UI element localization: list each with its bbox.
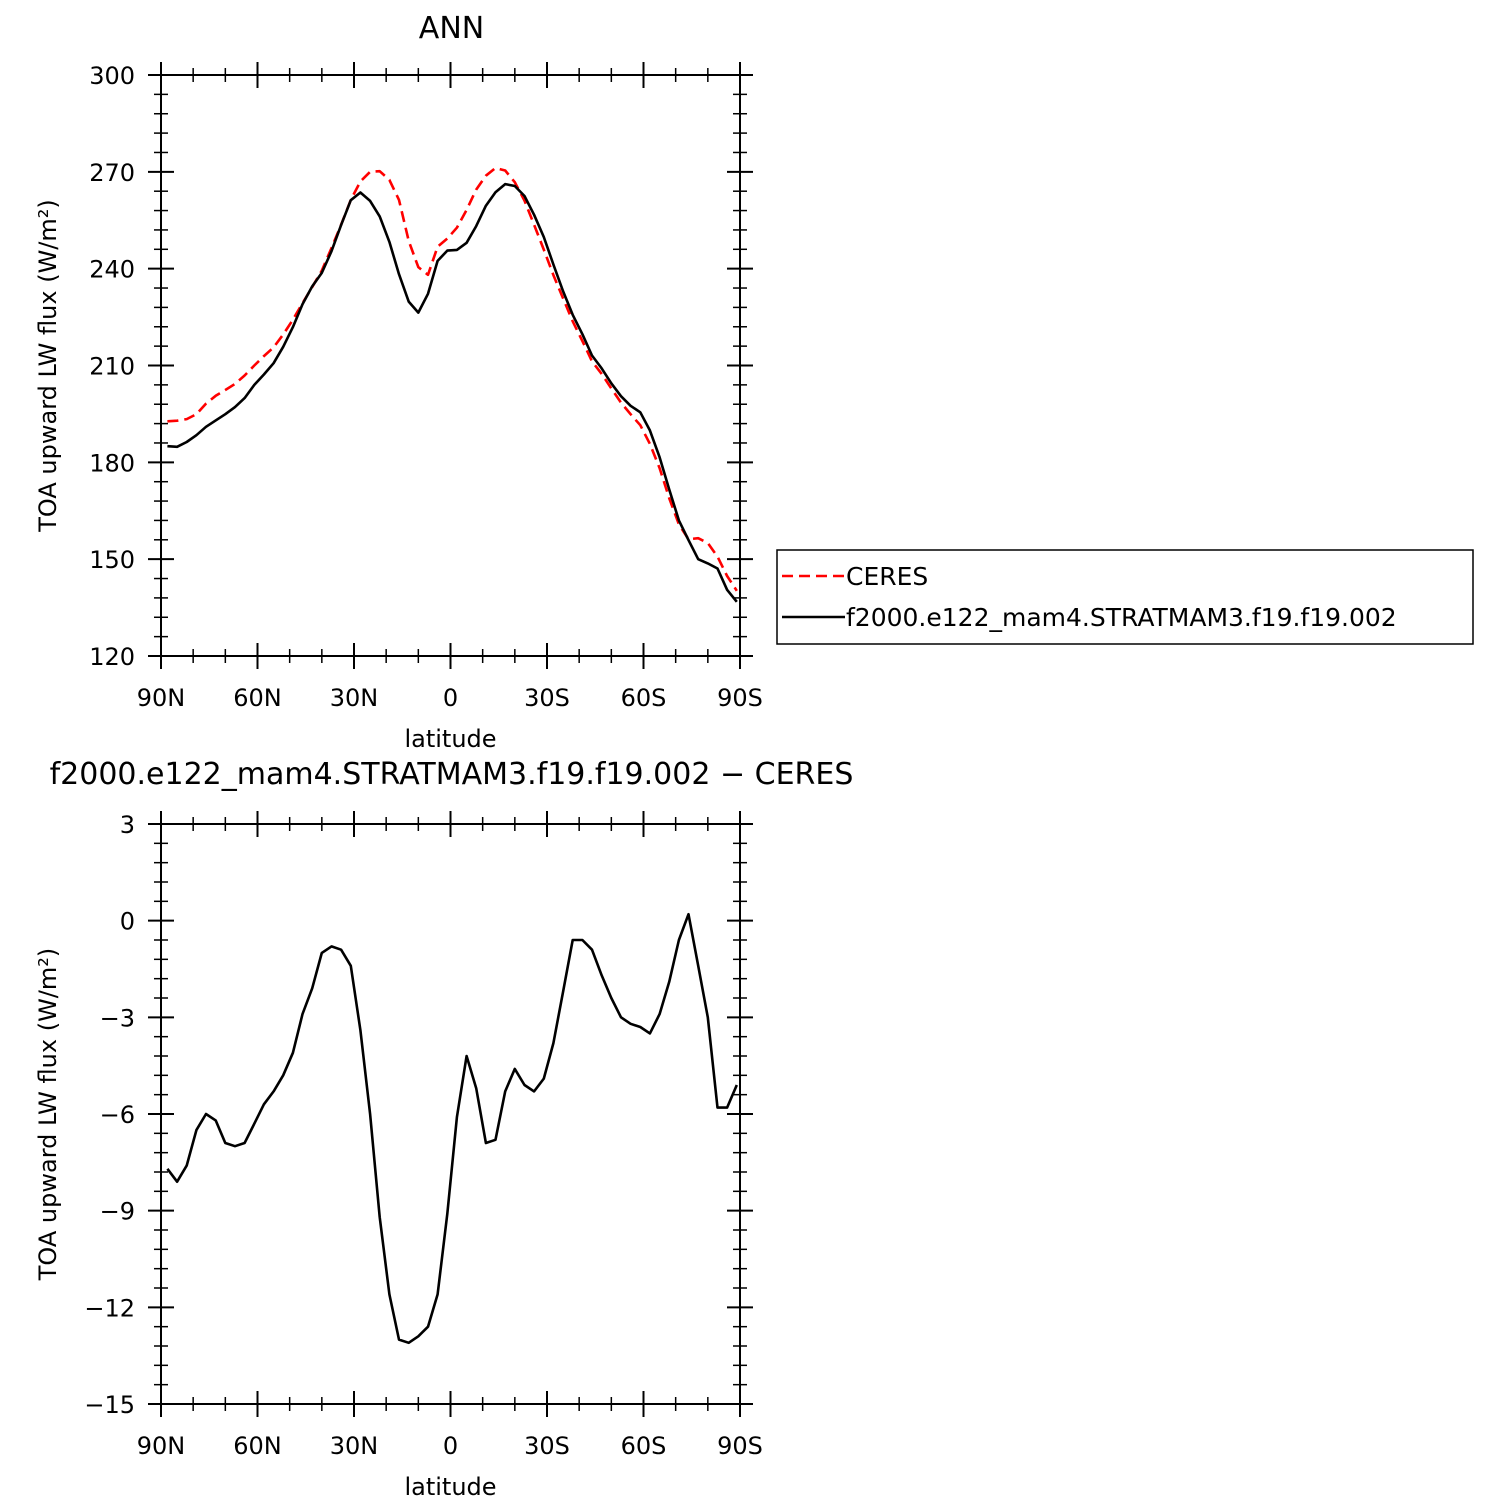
legend-box	[776, 549, 1474, 645]
chart-panel-1: 120 150 180 210 240 270 300 90N 60N 30N 0 30S 60S 90S…	[34, 11, 763, 753]
x-tick-label: 60N	[233, 1432, 282, 1460]
y-tick-label: 0	[120, 908, 135, 936]
x-tick-label: 30N	[330, 684, 379, 712]
x-tick-label: 90N	[137, 684, 186, 712]
x-tick-label: 90N	[137, 1432, 186, 1460]
x-axis-title: latitude	[404, 725, 496, 753]
chart-panel-2: −15 −12 −9 −6 −3 0 3 90N 60N 30N 0 30S 60S 90S latitud…	[34, 757, 853, 1501]
plot-frame	[160, 74, 741, 657]
x-tick-label: 30S	[524, 684, 570, 712]
series-line-2	[167, 182, 738, 603]
y-tick-label: −9	[100, 1198, 135, 1226]
legend: CERES f2000.e122_mam4.STRATMAM3.f19.f19.0…	[776, 549, 1474, 645]
series-line-1	[166, 912, 738, 1345]
x-tick-label: 0	[443, 684, 458, 712]
panel-title: ANN	[419, 11, 484, 46]
y-axis-title: TOA upward LW flux (W/m²)	[34, 948, 62, 1282]
x-tick-label: 60N	[233, 684, 282, 712]
x-axis-title: latitude	[404, 1473, 496, 1501]
x-tick-label: 30N	[330, 1432, 379, 1460]
panel-title: f2000.e122_mam4.STRATMAM3.f19.f19.002 − …	[50, 757, 854, 792]
x-tick-label: 60S	[621, 1432, 667, 1460]
y-tick-label: −6	[100, 1101, 135, 1129]
plot-frame	[160, 823, 741, 1405]
y-tick-label: 270	[89, 159, 135, 187]
x-tick-label: 60S	[621, 684, 667, 712]
y-tick-label: 150	[89, 546, 135, 574]
y-tick-label: 180	[89, 449, 135, 477]
y-tick-label: −3	[100, 1004, 135, 1032]
y-tick-label: −15	[84, 1391, 135, 1419]
x-tick-label: 90S	[717, 684, 763, 712]
y-tick-label: 240	[89, 256, 135, 284]
x-tick-label: 90S	[717, 1432, 763, 1460]
y-tick-label: −12	[84, 1294, 135, 1322]
series-line-1	[167, 166, 738, 592]
y-tick-label: 120	[89, 643, 135, 671]
x-tick-label: 0	[443, 1432, 458, 1460]
y-axis-title: TOA upward LW flux (W/m²)	[34, 199, 62, 533]
y-tick-label: 300	[89, 62, 135, 90]
legend-entry-2: f2000.e122_mam4.STRATMAM3.f19.f19.002	[846, 603, 1397, 632]
y-tick-label: 3	[120, 811, 135, 839]
x-tick-label: 30S	[524, 1432, 570, 1460]
y-tick-label: 210	[89, 353, 135, 381]
legend-entry-1: CERES	[846, 562, 928, 591]
